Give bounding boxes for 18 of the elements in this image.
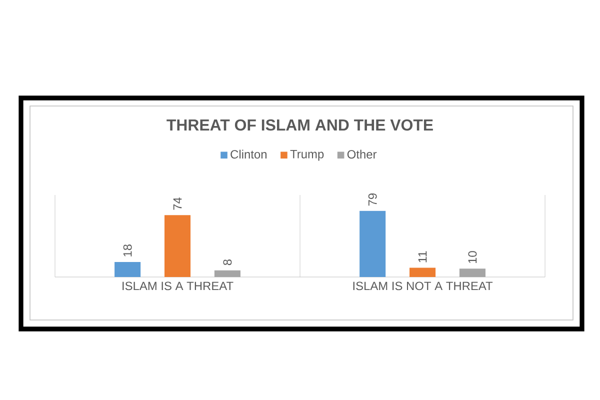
x-tick-label: ISLAM IS NOT A THREAT [353,282,493,290]
bar [410,268,436,278]
legend-label: Other [347,150,377,159]
legend-label: Trump [290,150,324,161]
data-label: 8 [223,259,232,266]
bar [214,270,240,278]
x-tick-label: ISLAM IS A THREAT [122,282,234,290]
bar [360,210,386,278]
data-label: 18 [123,244,132,256]
data-label: 10 [468,251,477,264]
bar [114,262,141,278]
data-label: 74 [173,197,182,210]
bar [459,268,486,278]
data-label: 11 [418,251,427,262]
bar [164,215,191,278]
data-label: 79 [368,193,377,206]
legend-label: Clinton [230,150,266,159]
chart-title: THREAT OF ISLAM AND THE VOTE [166,119,433,131]
